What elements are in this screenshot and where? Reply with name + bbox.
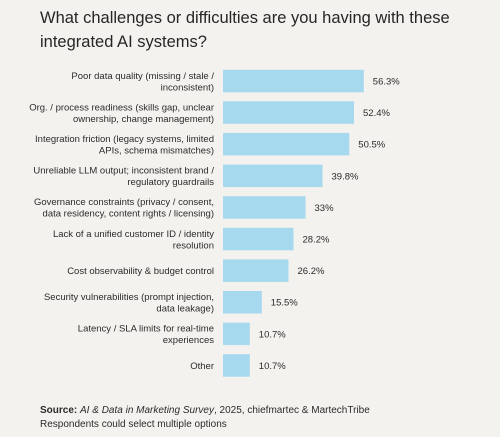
category-label: inconsistent)	[161, 82, 214, 93]
bar	[223, 291, 262, 314]
value-label: 33%	[315, 203, 335, 214]
bar	[223, 69, 364, 93]
category-label: experiences	[163, 335, 214, 346]
source-rest: , 2025, chiefmartec & MartechTribe	[213, 405, 370, 416]
respondents-note: Respondents could select multiple option…	[40, 419, 227, 430]
category-label: Poor data quality (missing / stale /	[71, 71, 214, 82]
value-label: 15.5%	[271, 298, 298, 309]
bar	[223, 322, 250, 346]
category-label: ownership, change management)	[73, 114, 214, 125]
category-label: APIs, schema mismatches)	[99, 145, 214, 156]
value-label: 10.7%	[259, 361, 286, 372]
value-label: 52.4%	[363, 108, 390, 119]
source-note: Source: AI & Data in Marketing Survey, 2…	[40, 404, 370, 432]
value-label: 26.2%	[298, 266, 325, 277]
value-label: 50.5%	[358, 140, 385, 151]
category-label: Latency / SLA limits for real-time	[78, 324, 214, 335]
value-label: 56.3%	[373, 77, 400, 88]
category-label: data residency, content rights / licensi…	[43, 209, 214, 220]
value-label: 28.2%	[303, 235, 330, 246]
bar	[223, 227, 294, 251]
value-label: 10.7%	[259, 329, 286, 340]
category-label: Cost observability & budget control	[67, 266, 214, 277]
source-survey: AI & Data in Marketing Survey	[80, 405, 214, 416]
category-label: data leakage)	[156, 304, 214, 315]
category-label: Lack of a unified customer ID / identity	[53, 229, 214, 240]
category-label: Org. / process readiness (skills gap, un…	[29, 102, 214, 113]
category-label: Other	[190, 361, 214, 372]
category-label: Integration friction (legacy systems, li…	[35, 134, 214, 145]
category-label: Unreliable LLM output; inconsistent bran…	[33, 166, 214, 177]
category-label: regulatory guardrails	[127, 177, 214, 188]
source-label: Source:	[40, 405, 78, 416]
bar	[223, 196, 306, 219]
bar	[223, 101, 354, 124]
category-label: Security vulnerabilities (prompt injecti…	[44, 292, 214, 303]
bar	[223, 354, 250, 377]
bar	[223, 259, 289, 282]
value-label: 39.8%	[332, 171, 359, 182]
bar	[223, 132, 350, 156]
bar	[223, 164, 323, 188]
category-label: resolution	[173, 240, 214, 251]
source-line: Source: AI & Data in Marketing Survey, 2…	[40, 404, 370, 418]
category-label: Governance constraints (privacy / consen…	[34, 197, 214, 208]
chart-title: What challenges or difficulties are you …	[40, 9, 450, 51]
